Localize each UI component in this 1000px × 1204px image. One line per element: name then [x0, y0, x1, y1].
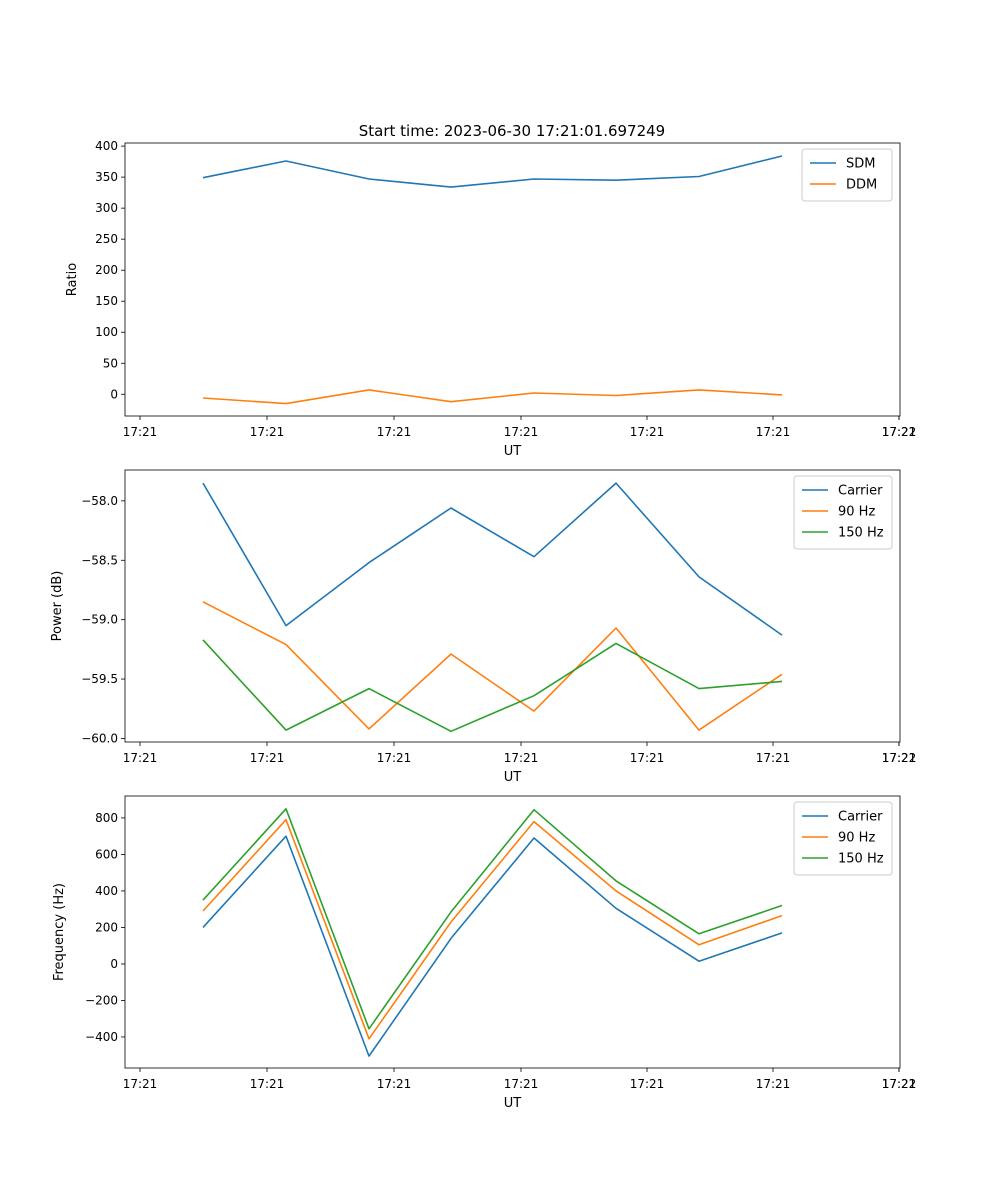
y-tick-label: −59.0	[81, 613, 118, 627]
y-tick-label: −200	[85, 993, 118, 1007]
y-axis-label: Ratio	[65, 263, 80, 296]
y-axis-label: Power (dB)	[50, 571, 65, 642]
x-tick-label: 17:21	[756, 425, 791, 439]
y-tick-label: 100	[95, 325, 118, 339]
legend-label: 150 Hz	[838, 852, 884, 867]
legend-box	[793, 475, 893, 550]
plot-frame	[124, 469, 901, 743]
y-tick-label: 400	[95, 139, 118, 153]
y-tick-label: 0	[110, 957, 118, 971]
series-line-90-hz	[202, 818, 783, 1040]
x-tick-label: 17:21	[250, 751, 285, 765]
legend-box	[801, 148, 893, 202]
x-tick-label: 17:21	[377, 751, 412, 765]
y-axis-label: Frequency (Hz)	[52, 883, 67, 981]
chart-panel-1: 17:21 17:21 17:21 17:21 17:21 17:21 17:2117:22…	[65, 139, 916, 459]
series-line-carrier	[202, 482, 783, 636]
y-tick-label: −58.0	[81, 494, 118, 508]
legend: SDM DDM	[801, 148, 893, 202]
x-tick-label: 17:21	[377, 1077, 412, 1091]
plot-frame	[124, 142, 901, 417]
legend: Carrier 90 Hz 150 Hz	[793, 475, 893, 550]
y-tick-label: −58.5	[81, 553, 118, 567]
x-axis-label: UT	[504, 770, 522, 785]
y-tick-label: 600	[95, 847, 118, 861]
y-tick-label: 50	[103, 356, 118, 370]
x-tick-label: 17:21	[250, 425, 285, 439]
x-tick-label: 17:22	[882, 751, 917, 765]
y-tick-label: 400	[95, 884, 118, 898]
chart-panel-3: 17:21 17:21 17:21 17:21 17:21 17:21 17:2117:22…	[52, 795, 917, 1111]
chart-panel-2: 17:21 17:21 17:21 17:21 17:21 17:21 17:2117:22…	[50, 469, 917, 785]
figure-title: Start time: 2023-06-30 17:21:01.697249	[359, 122, 665, 140]
y-tick-label: −60.0	[81, 731, 118, 745]
x-tick-label: 17:21	[377, 425, 412, 439]
x-tick-label: 17:21	[756, 1077, 791, 1091]
x-tick-label: 17:21	[630, 751, 665, 765]
x-tick-label: 17:21	[504, 751, 539, 765]
series-line-90-hz	[202, 601, 783, 731]
series-line-carrier	[202, 835, 783, 1057]
y-tick-label: 0	[110, 387, 118, 401]
x-tick-label: 17:21	[630, 425, 665, 439]
legend-label: 90 Hz	[838, 831, 875, 846]
y-tick-label: 200	[95, 263, 118, 277]
y-axis-ticks: 0 50 100 150 200 250 300 350 400	[95, 139, 125, 401]
legend-label: SDM	[846, 157, 875, 172]
y-tick-label: 150	[95, 294, 118, 308]
x-tick-label: 17:21	[882, 1077, 917, 1091]
y-tick-label: 200	[95, 920, 118, 934]
x-tick-label: 17:21	[250, 1077, 285, 1091]
legend: Carrier 90 Hz 150 Hz	[793, 801, 893, 876]
y-tick-label: −400	[85, 1030, 118, 1044]
y-tick-label: 800	[95, 811, 118, 825]
series-line-sdm	[202, 155, 783, 188]
plot-frame	[124, 795, 901, 1069]
legend-box	[793, 801, 893, 876]
x-tick-label: 17:21	[504, 1077, 539, 1091]
x-tick-label: 17:22	[882, 425, 917, 439]
y-axis-ticks: −60.0 −59.5 −59.0 −58.5 −58.0	[81, 494, 125, 745]
legend-label: DDM	[846, 178, 877, 193]
y-tick-label: 300	[95, 201, 118, 215]
y-axis-ticks: −400 −200 0 200 400 600 800	[85, 811, 125, 1044]
x-tick-label: 17:21	[123, 425, 158, 439]
series-line-150-hz	[202, 639, 783, 733]
legend-label: 90 Hz	[838, 505, 875, 520]
series-line-ddm	[202, 389, 783, 405]
legend-label: Carrier	[838, 484, 883, 499]
legend-label: 150 Hz	[838, 526, 884, 541]
x-tick-label: 17:21	[882, 751, 917, 765]
legend-label: Carrier	[838, 810, 883, 825]
x-axis-label: UT	[504, 1096, 522, 1111]
y-tick-label: 250	[95, 232, 118, 246]
series-line-150-hz	[202, 807, 783, 1030]
x-tick-label: 17:21	[123, 1077, 158, 1091]
x-axis-label: UT	[504, 444, 522, 459]
x-tick-label: 17:21	[504, 425, 539, 439]
x-tick-label: 17:21	[123, 751, 158, 765]
x-tick-label: 17:21	[630, 1077, 665, 1091]
x-tick-label: 17:22	[882, 1077, 917, 1091]
x-tick-label: 17:21	[756, 751, 791, 765]
y-tick-label: 350	[95, 170, 118, 184]
x-tick-label: 17:21	[882, 425, 917, 439]
y-tick-label: −59.5	[81, 672, 118, 686]
